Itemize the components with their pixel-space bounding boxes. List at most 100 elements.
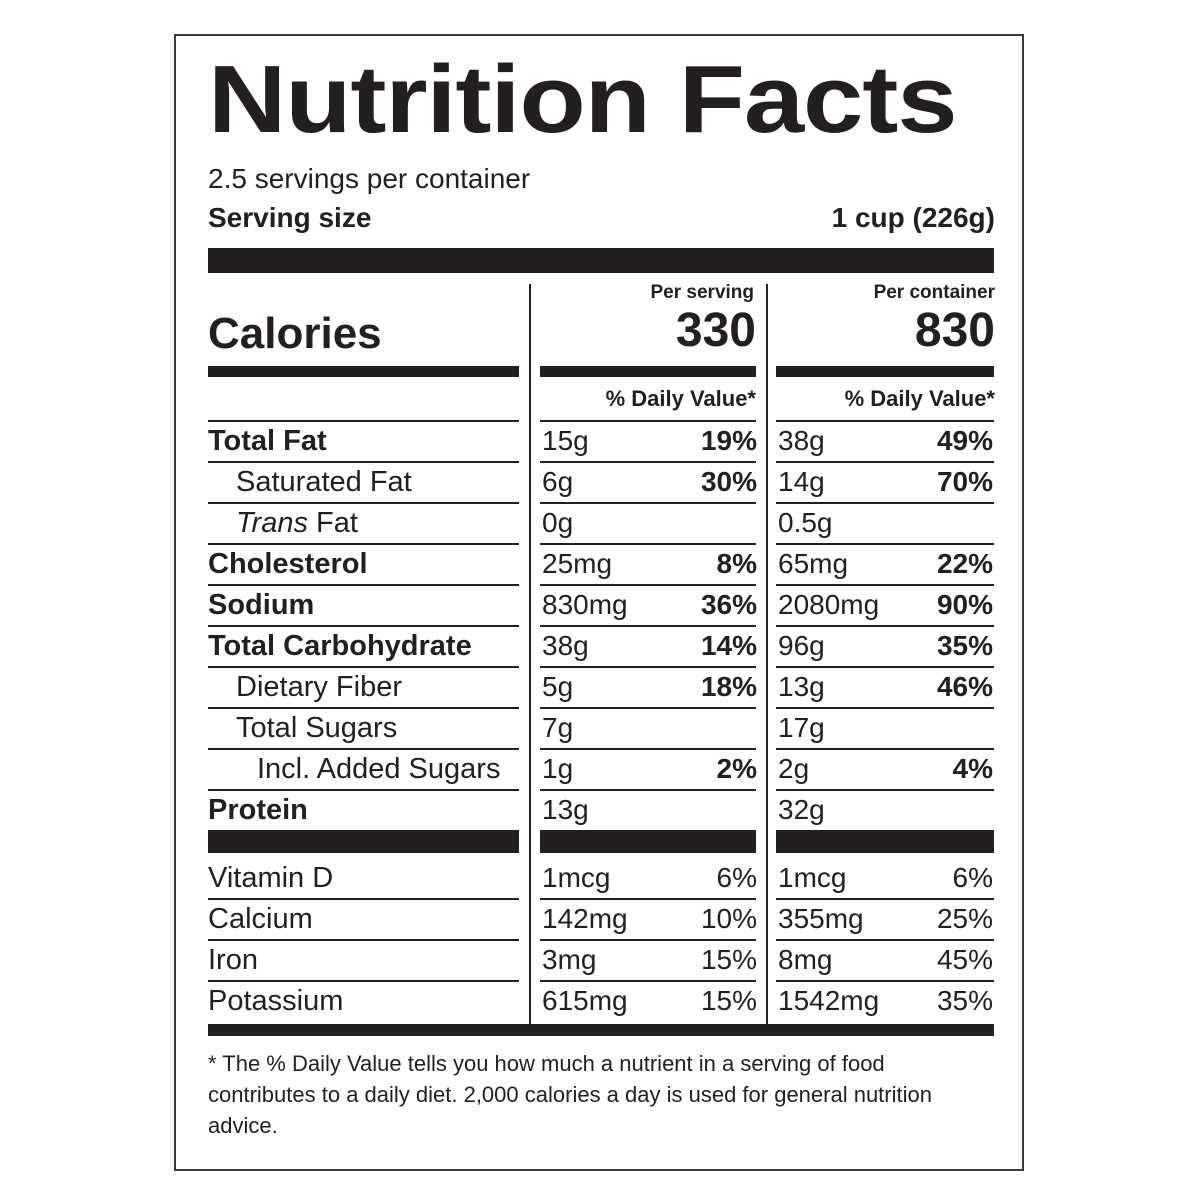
vitamin-serving-dv: 6% bbox=[716, 862, 757, 893]
nutrient-serving-amount: 38g bbox=[542, 630, 589, 661]
nutrient-name-rest: Fat bbox=[307, 507, 358, 539]
nutrient-container-amount: 14g bbox=[778, 466, 825, 497]
nutrient-name: Protein bbox=[208, 794, 308, 826]
nutrient-row: Total Sugars 7g 17g bbox=[0, 708, 1200, 748]
nutrient-serving-dv: 14% bbox=[700, 630, 757, 661]
vitamin-serving-dv: 10% bbox=[700, 903, 757, 934]
nutrient-container-amount: 32g bbox=[778, 794, 825, 825]
vitamin-name: Iron bbox=[208, 944, 258, 976]
nutrient-serving-amount: 5g bbox=[542, 671, 574, 702]
daily-value-header-serving: % Daily Value* bbox=[605, 386, 756, 411]
nutrient-row: Saturated Fat 6g 30% 14g 70% bbox=[0, 462, 1200, 502]
nutrient-separator bbox=[776, 461, 994, 463]
nutrient-separator bbox=[540, 789, 756, 791]
nutrient-name: Dietary Fiber bbox=[236, 671, 402, 703]
vitamin-container-dv: 35% bbox=[936, 985, 993, 1016]
nutrient-separator bbox=[208, 666, 519, 668]
nutrient-serving-dv: 19% bbox=[700, 425, 757, 456]
nutrient-serving-dv: 8% bbox=[716, 548, 757, 579]
nutrient-row: Total Fat 15g 19% 38g 49% bbox=[0, 421, 1200, 461]
nutrient-container-amount: 38g bbox=[778, 425, 825, 456]
nutrient-row: Cholesterol 25mg 8% 65mg 22% bbox=[0, 544, 1200, 584]
vitamin-separator bbox=[540, 898, 756, 900]
vitamins-divider-name bbox=[208, 830, 519, 853]
nutrient-row: Protein 13g 32g bbox=[0, 790, 1200, 830]
nutrient-separator bbox=[776, 789, 994, 791]
vitamin-separator bbox=[776, 980, 994, 982]
nutrient-separator bbox=[540, 502, 756, 504]
nutrient-name: Sodium bbox=[208, 589, 315, 621]
nutrient-separator bbox=[208, 584, 519, 586]
vitamin-separator bbox=[208, 898, 519, 900]
nutrient-container-dv: 46% bbox=[936, 671, 993, 702]
dv-header-separator bbox=[208, 420, 519, 422]
nutrient-name: Cholesterol bbox=[208, 548, 368, 580]
nutrient-container-dv: 70% bbox=[936, 466, 993, 497]
vitamins-divider-container bbox=[776, 830, 994, 853]
vitamin-row: Calcium 142mg 10% 355mg 25% bbox=[0, 899, 1200, 939]
nutrient-separator bbox=[540, 707, 756, 709]
nutrient-container-amount: 65mg bbox=[778, 548, 849, 579]
vitamin-container-dv: 25% bbox=[936, 903, 993, 934]
vitamin-row: Iron 3mg 15% 8mg 45% bbox=[0, 940, 1200, 980]
nutrient-separator bbox=[540, 666, 756, 668]
nutrient-serving-dv: 2% bbox=[716, 753, 757, 784]
nutrient-serving-amount: 7g bbox=[542, 712, 574, 743]
servings-per-container: 2.5 servings per container bbox=[208, 163, 531, 194]
nutrient-row: Sodium 830mg 36% 2080mg 90% bbox=[0, 585, 1200, 625]
nutrient-separator bbox=[776, 666, 994, 668]
nutrient-separator bbox=[208, 789, 519, 791]
calories-per-serving: 330 bbox=[675, 304, 756, 357]
nutrient-separator bbox=[540, 748, 756, 750]
nutrient-serving-amount: 0g bbox=[542, 507, 574, 538]
column-divider-right bbox=[766, 284, 768, 1024]
nutrient-serving-amount: 830mg bbox=[542, 589, 628, 620]
vitamin-row: Vitamin D 1mcg 6% 1mcg 6% bbox=[0, 858, 1200, 898]
vitamin-serving-amount: 615mg bbox=[542, 985, 628, 1016]
vitamin-name: Calcium bbox=[208, 903, 313, 935]
vitamin-serving-amount: 3mg bbox=[542, 944, 597, 975]
vitamins-divider-serving bbox=[540, 830, 756, 853]
nutrient-separator bbox=[540, 625, 756, 627]
nutrient-container-amount: 2g bbox=[778, 753, 810, 784]
nutrient-container-dv: 4% bbox=[952, 753, 993, 784]
nutrient-separator bbox=[540, 461, 756, 463]
vitamin-separator bbox=[208, 939, 519, 941]
nutrient-container-amount: 17g bbox=[778, 712, 825, 743]
per-container-header: Per container bbox=[873, 282, 995, 303]
nutrient-row: Dietary Fiber 5g 18% 13g 46% bbox=[0, 667, 1200, 707]
calories-label: Calories bbox=[208, 309, 382, 358]
vitamin-container-amount: 355mg bbox=[778, 903, 864, 934]
nutrient-name: Incl. Added Sugars bbox=[257, 753, 501, 785]
vitamin-row: Potassium 615mg 15% 1542mg 35% bbox=[0, 981, 1200, 1021]
nutrient-separator bbox=[776, 748, 994, 750]
calories-per-container: 830 bbox=[914, 304, 995, 357]
nutrient-separator bbox=[208, 543, 519, 545]
vitamin-serving-amount: 142mg bbox=[542, 903, 628, 934]
nutrient-serving-amount: 1g bbox=[542, 753, 574, 784]
nutrient-separator bbox=[540, 543, 756, 545]
nutrient-name: Saturated Fat bbox=[236, 466, 412, 498]
vitamin-serving-dv: 15% bbox=[700, 985, 757, 1016]
nutrient-container-amount: 0.5g bbox=[778, 507, 833, 538]
nutrient-row: Incl. Added Sugars 1g 2% 2g 4% bbox=[0, 749, 1200, 789]
nutrient-separator bbox=[208, 461, 519, 463]
nutrient-separator bbox=[208, 748, 519, 750]
column-divider-left bbox=[529, 284, 531, 1024]
nutrient-name: Total Carbohydrate bbox=[208, 630, 472, 662]
vitamin-separator bbox=[540, 980, 756, 982]
vitamin-separator bbox=[540, 939, 756, 941]
calories-divider-container bbox=[776, 366, 994, 377]
nutrient-name: Total Sugars bbox=[236, 712, 398, 744]
footnote: * The % Daily Value tells you how much a… bbox=[208, 1051, 932, 1138]
nutrient-serving-amount: 6g bbox=[542, 466, 574, 497]
nutrient-serving-amount: 15g bbox=[542, 425, 589, 456]
vitamin-container-amount: 1542mg bbox=[778, 985, 880, 1016]
nutrient-separator bbox=[208, 502, 519, 504]
vitamin-name: Potassium bbox=[208, 985, 344, 1017]
calories-divider-name bbox=[208, 366, 519, 377]
nutrient-container-amount: 13g bbox=[778, 671, 825, 702]
nutrient-serving-amount: 25mg bbox=[542, 548, 613, 579]
label-title: Nutrition Facts bbox=[208, 46, 958, 153]
vitamin-serving-dv: 15% bbox=[700, 944, 757, 975]
